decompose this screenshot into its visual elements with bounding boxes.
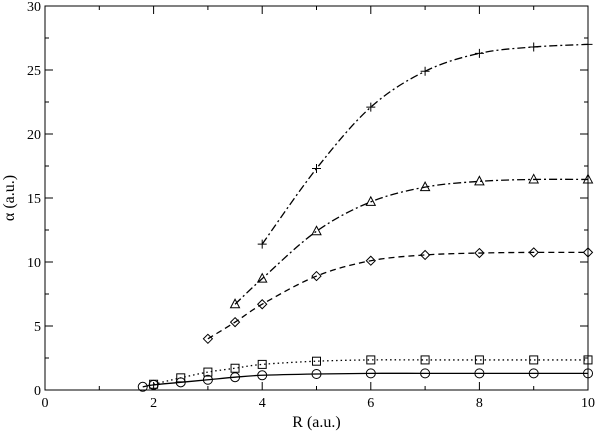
data-point-plus <box>257 239 267 249</box>
y-tick-label: 20 <box>27 128 41 143</box>
series-line <box>234 178 589 305</box>
series-plus <box>257 39 593 249</box>
x-tick-label: 6 <box>367 396 374 411</box>
y-tick-label: 15 <box>27 192 41 207</box>
y-tick-label: 0 <box>34 384 41 399</box>
data-point-diamond <box>256 299 268 310</box>
data-point-square <box>176 373 186 383</box>
series-circle <box>137 368 593 392</box>
data-point-diamond <box>528 247 539 258</box>
data-point-diamond <box>474 247 485 259</box>
data-point-circle <box>365 368 376 379</box>
x-tick-label: 4 <box>259 396 266 411</box>
series-triangle <box>229 173 594 309</box>
data-point-circle <box>420 368 431 379</box>
data-point-square <box>420 355 430 365</box>
x-tick-label: 10 <box>581 396 595 411</box>
data-point-plus <box>529 42 539 52</box>
data-point-square <box>312 356 321 366</box>
y-tick-label: 30 <box>27 0 41 15</box>
series-line <box>207 251 589 340</box>
data-point-square <box>257 359 267 369</box>
data-point-plus <box>474 48 484 58</box>
data-point-diamond <box>419 249 431 261</box>
data-point-circle <box>257 370 268 381</box>
data-point-triangle <box>229 298 241 309</box>
data-point-triangle <box>365 195 377 206</box>
x-axis-label: R (a.u.) <box>292 414 340 431</box>
data-point-circle <box>528 368 539 379</box>
y-axis-label: α (a.u.) <box>1 175 18 221</box>
data-point-triangle <box>474 175 485 186</box>
data-point-triangle <box>528 173 540 184</box>
data-point-square <box>474 355 484 365</box>
data-point-triangle <box>256 272 268 283</box>
data-point-diamond <box>365 255 377 266</box>
data-point-triangle <box>311 225 322 236</box>
x-tick-label: 0 <box>42 396 49 411</box>
plot-frame <box>44 5 589 391</box>
data-point-square <box>230 363 240 373</box>
y-tick-label: 5 <box>34 320 41 335</box>
data-point-square <box>366 355 376 365</box>
plot-area <box>137 39 594 392</box>
data-point-plus <box>366 102 376 112</box>
data-point-plus <box>312 164 321 174</box>
x-tick-label: 8 <box>476 396 483 411</box>
series-diamond <box>202 247 594 345</box>
data-point-circle <box>311 369 322 379</box>
y-tick-label: 25 <box>27 64 41 79</box>
x-tick-label: 2 <box>150 396 157 411</box>
data-point-circle <box>202 374 213 385</box>
data-point-circle <box>137 381 148 392</box>
axis-ticks: 0 2 4 6 8 10 0 5 10 15 20 25 30 <box>27 0 595 411</box>
data-point-diamond <box>202 333 214 345</box>
data-point-square <box>203 367 213 377</box>
data-point-triangle <box>419 181 431 192</box>
data-point-diamond <box>229 316 241 328</box>
data-point-plus <box>420 66 430 76</box>
data-point-circle <box>474 368 485 379</box>
data-point-square <box>529 355 539 365</box>
y-tick-label: 10 <box>27 256 41 271</box>
data-point-diamond <box>311 270 322 282</box>
